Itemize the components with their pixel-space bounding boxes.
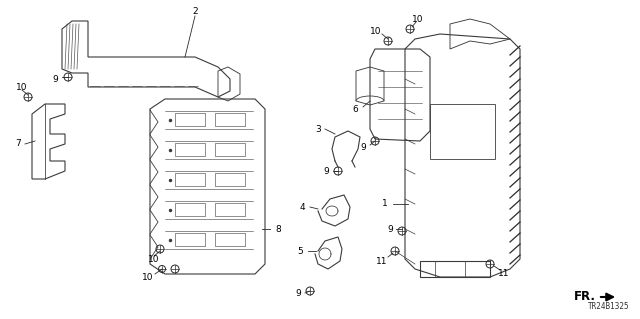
Bar (175, 233, 205, 246)
Bar (215, 113, 245, 126)
Bar (175, 143, 205, 156)
Text: 2: 2 (192, 6, 198, 16)
Text: 5: 5 (297, 247, 303, 256)
Text: 10: 10 (371, 26, 381, 35)
Text: 3: 3 (315, 124, 321, 133)
Text: 4: 4 (299, 203, 305, 211)
Text: 10: 10 (148, 255, 160, 263)
Text: 9: 9 (387, 225, 393, 234)
Bar (215, 143, 245, 156)
Bar (215, 203, 245, 216)
Text: FR.: FR. (574, 291, 596, 303)
Text: 7: 7 (15, 139, 21, 149)
Text: 9: 9 (295, 290, 301, 299)
Text: 9: 9 (52, 75, 58, 84)
Bar (175, 173, 205, 186)
Bar (215, 173, 245, 186)
Text: 10: 10 (412, 14, 424, 24)
Bar (175, 113, 205, 126)
Text: TR24B1325: TR24B1325 (588, 302, 630, 311)
Text: 10: 10 (16, 83, 28, 92)
Text: 8: 8 (275, 225, 281, 234)
Text: 11: 11 (499, 270, 509, 278)
Bar (175, 203, 205, 216)
Text: 9: 9 (323, 167, 329, 175)
Bar (215, 233, 245, 246)
Text: 11: 11 (376, 256, 388, 265)
Text: 9: 9 (360, 143, 366, 152)
Bar (430, 104, 495, 159)
Text: 1: 1 (382, 199, 388, 209)
Text: 10: 10 (142, 272, 154, 281)
Text: 6: 6 (352, 105, 358, 114)
